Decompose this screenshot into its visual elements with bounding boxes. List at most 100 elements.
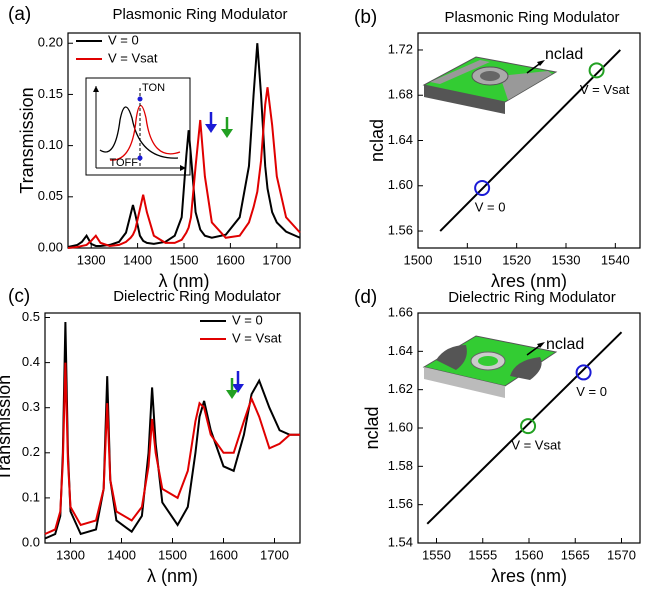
arrow-head: [226, 390, 238, 399]
series-line: [44, 362, 300, 535]
arrow-head: [205, 124, 217, 133]
x-tick-label: 1565: [561, 547, 590, 562]
x-tick-label: 1500: [170, 252, 199, 267]
point-label: V = Vsat: [580, 82, 630, 97]
y-tick-label: 1.60: [388, 419, 413, 434]
legend-label: V = Vsat: [232, 330, 282, 345]
inset-dot: [137, 155, 143, 161]
marker: [588, 62, 605, 79]
y-tick-label: 1.56: [388, 496, 413, 511]
chart-title: Dielectric Ring Modulator: [113, 288, 281, 305]
series-line: [44, 322, 300, 540]
y-tick-label: 0.4: [22, 354, 40, 369]
x-tick-label: 1570: [607, 547, 636, 562]
y-tick-label: 0.05: [38, 188, 63, 203]
series-line: [67, 43, 301, 248]
x-tick-label: 1400: [107, 547, 136, 562]
arrow-head: [537, 60, 545, 66]
device-schematic: nclad: [422, 46, 583, 114]
panel-label: (a): [8, 4, 31, 25]
legend-label: V = 0: [108, 32, 139, 47]
y-tick-label: 1.64: [388, 343, 413, 358]
arrow-head: [537, 342, 545, 348]
annotation: TOFF: [109, 157, 138, 169]
series-line: [426, 331, 623, 525]
annotation: TON: [142, 82, 165, 94]
x-axis-label: λres (nm): [491, 566, 567, 586]
x-tick-label: 1300: [77, 252, 106, 267]
point-label: V = 0: [576, 384, 607, 399]
substrate-side: [424, 367, 505, 398]
y-tick-label: 1.64: [388, 132, 413, 147]
y-axis-label: Transmission: [0, 375, 14, 481]
y-tick-label: 1.62: [388, 381, 413, 396]
y-tick-label: 1.72: [388, 41, 413, 56]
x-tick-label: 1700: [262, 252, 291, 267]
device-schematic: nclad: [422, 335, 584, 398]
arrow-head: [221, 129, 233, 138]
x-tick-label: 1700: [260, 547, 289, 562]
x-tick-label: 1600: [209, 547, 238, 562]
x-axis-label: λ (nm): [147, 566, 198, 586]
x-tick-label: 1555: [468, 547, 497, 562]
x-axis-label: λres (nm): [491, 271, 567, 291]
y-tick-label: 0.1: [22, 489, 40, 504]
inset-dot: [137, 96, 143, 102]
y-tick-label: 0.2: [22, 444, 40, 459]
y-axis-label: nclad: [362, 406, 382, 449]
x-tick-label: 1300: [56, 547, 85, 562]
y-tick-label: 1.68: [388, 87, 413, 102]
panel-label: (c): [8, 286, 30, 307]
chart-title: Dielectric Ring Modulator: [448, 289, 616, 306]
y-tick-label: 0.3: [22, 399, 40, 414]
inset-axes: [95, 86, 186, 169]
x-tick-label: 1500: [158, 547, 187, 562]
point-label: V = Vsat: [511, 438, 561, 453]
metal: [430, 60, 552, 100]
x-tick-label: 1560: [515, 547, 544, 562]
point-label: V = 0: [475, 199, 506, 214]
marker: [520, 418, 537, 435]
legend-label: V = Vsat: [108, 50, 158, 65]
substrate-side: [424, 85, 505, 114]
x-tick-label: 1600: [216, 252, 245, 267]
inset: TON TOFF: [85, 77, 191, 176]
ring-hole: [480, 71, 500, 81]
plot-frame: [44, 312, 301, 544]
x-tick-label: 1540: [601, 252, 630, 267]
y-tick-label: 1.56: [388, 222, 413, 237]
inset-curve-off: [99, 106, 179, 159]
y-tick-label: 1.54: [388, 534, 413, 549]
panel-label: (d): [354, 287, 377, 308]
series-line: [439, 49, 621, 232]
y-tick-label: 0.0: [22, 534, 40, 549]
x-tick-label: 1500: [404, 252, 433, 267]
y-axis-label: nclad: [367, 119, 387, 162]
annotation: nclad: [546, 336, 584, 353]
x-axis-label: λ (nm): [159, 271, 210, 291]
x-tick-label: 1400: [123, 252, 152, 267]
y-tick-label: 1.66: [388, 304, 413, 319]
y-tick-label: 0.5: [22, 309, 40, 324]
inset-frame: [85, 77, 191, 176]
electrode: [436, 345, 542, 380]
series-line: [67, 87, 301, 249]
x-tick-label: 1530: [552, 252, 581, 267]
panel-label: (b): [354, 7, 377, 28]
marker: [575, 364, 592, 381]
x-tick-label: 1550: [422, 547, 451, 562]
y-tick-label: 1.60: [388, 177, 413, 192]
chart-title: Plasmonic Ring Modulator: [112, 6, 287, 23]
y-tick-label: 0.00: [38, 239, 63, 254]
arrows: [205, 112, 244, 399]
x-tick-label: 1520: [502, 252, 531, 267]
marker: [474, 180, 491, 197]
legend-label: V = 0: [232, 312, 263, 327]
y-tick-label: 0.10: [38, 137, 63, 152]
x-tick-label: 1510: [453, 252, 482, 267]
y-axis-label: Transmission: [17, 87, 37, 193]
ring-hole: [478, 356, 498, 366]
y-tick-label: 0.20: [38, 35, 63, 50]
chart-title: Plasmonic Ring Modulator: [444, 9, 619, 26]
